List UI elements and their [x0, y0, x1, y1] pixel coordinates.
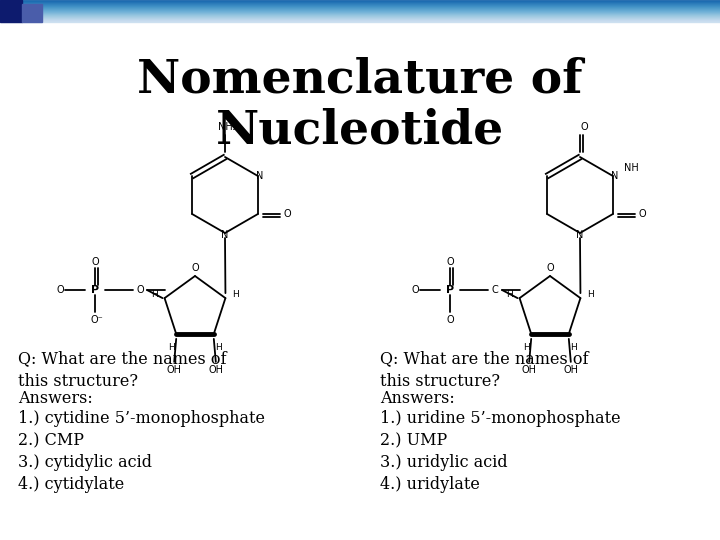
- Bar: [0, 18, 720, 19]
- Text: O: O: [411, 285, 419, 295]
- Bar: [0, 6, 720, 7]
- Text: Q: What are the names of
this structure?: Q: What are the names of this structure?: [18, 350, 227, 390]
- Text: N: N: [221, 230, 229, 240]
- Text: O: O: [192, 263, 199, 273]
- Text: N: N: [611, 171, 618, 181]
- Bar: [0, 13, 720, 14]
- Text: 4.) cytidylate: 4.) cytidylate: [18, 476, 125, 493]
- Text: P: P: [91, 285, 99, 295]
- Text: 3.) uridylic acid: 3.) uridylic acid: [380, 454, 508, 471]
- Text: 2.) UMP: 2.) UMP: [380, 432, 447, 449]
- Text: 4.) uridylate: 4.) uridylate: [380, 476, 480, 493]
- Bar: [0, 7, 720, 8]
- Bar: [0, 12, 720, 13]
- Text: O: O: [546, 263, 554, 273]
- Text: OH: OH: [563, 365, 578, 375]
- Text: Answers:: Answers:: [18, 390, 93, 407]
- Text: Answers:: Answers:: [380, 390, 455, 407]
- Bar: [0, 3, 720, 4]
- Bar: [0, 2, 720, 3]
- Bar: [0, 4, 720, 5]
- Text: Q: What are the names of
this structure?: Q: What are the names of this structure?: [380, 350, 588, 390]
- Text: O: O: [446, 315, 454, 325]
- Bar: [0, 21, 720, 22]
- Text: O: O: [446, 257, 454, 267]
- Text: 1.) cytidine 5’-monophosphate: 1.) cytidine 5’-monophosphate: [18, 410, 265, 427]
- Text: H: H: [506, 289, 513, 299]
- Text: NH: NH: [624, 163, 639, 173]
- Bar: [0, 9, 720, 10]
- Bar: [22, 4, 42, 22]
- Text: OH: OH: [167, 365, 181, 375]
- Text: P: P: [446, 285, 454, 295]
- Bar: [0, 19, 720, 20]
- Bar: [0, 14, 720, 15]
- Text: O: O: [91, 257, 99, 267]
- Text: O: O: [638, 209, 646, 219]
- Text: H: H: [168, 343, 174, 353]
- Text: O: O: [283, 209, 291, 219]
- Text: H: H: [570, 343, 577, 353]
- Text: O⁻: O⁻: [91, 315, 104, 325]
- Text: 1.) uridine 5’-monophosphate: 1.) uridine 5’-monophosphate: [380, 410, 621, 427]
- Bar: [0, 11, 720, 12]
- Bar: [0, 17, 720, 18]
- Text: 2.) CMP: 2.) CMP: [18, 432, 84, 449]
- Bar: [0, 1, 720, 2]
- Bar: [0, 20, 720, 21]
- Bar: [0, 0, 720, 1]
- Text: O: O: [56, 285, 64, 295]
- Text: OH: OH: [522, 365, 536, 375]
- Text: 3.) cytidylic acid: 3.) cytidylic acid: [18, 454, 152, 471]
- Text: NH₂: NH₂: [217, 122, 236, 132]
- Bar: [0, 15, 720, 16]
- Text: N: N: [256, 171, 264, 181]
- Text: H: H: [215, 343, 222, 353]
- Text: OH: OH: [208, 365, 223, 375]
- Text: N: N: [576, 230, 584, 240]
- Text: O: O: [136, 285, 144, 295]
- Bar: [0, 8, 720, 9]
- Text: H: H: [587, 289, 594, 299]
- Bar: [0, 16, 720, 17]
- Text: H: H: [232, 289, 239, 299]
- Text: H: H: [151, 289, 158, 299]
- Text: Nomenclature of
Nucleotide: Nomenclature of Nucleotide: [138, 56, 582, 154]
- Bar: [0, 5, 720, 6]
- Bar: [0, 0, 22, 22]
- Text: O: O: [580, 122, 588, 132]
- Text: C: C: [492, 285, 498, 295]
- Bar: [0, 10, 720, 11]
- Text: H: H: [523, 343, 530, 353]
